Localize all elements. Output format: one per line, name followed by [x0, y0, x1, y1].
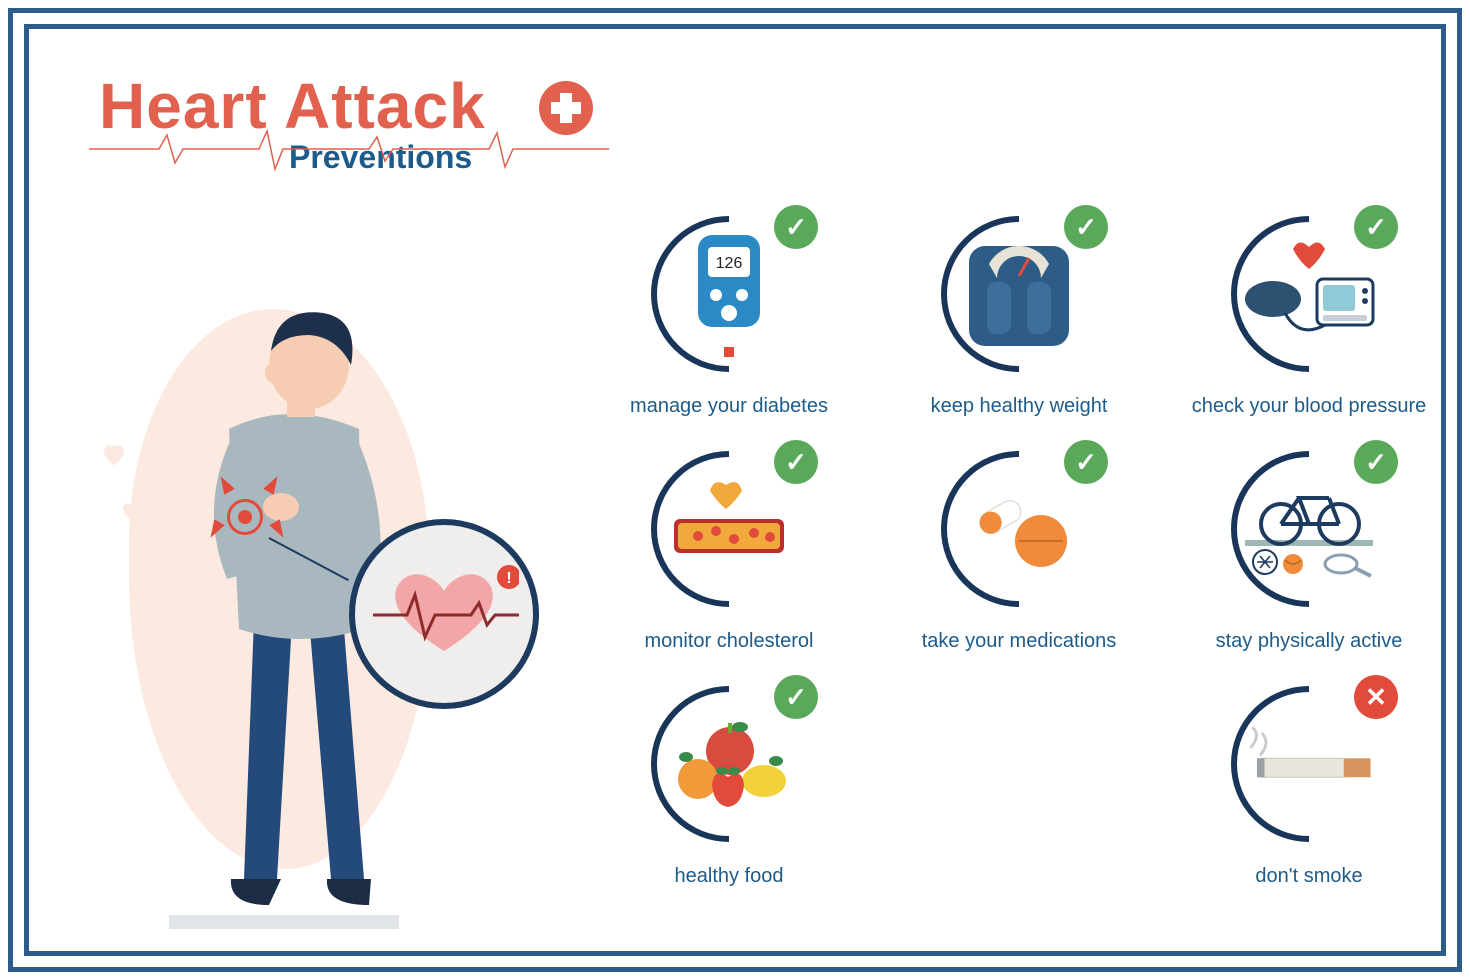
- smoke-icon: [1238, 693, 1380, 835]
- smoke-ring: ✕: [1224, 679, 1394, 849]
- chest-pain-icon: [227, 499, 263, 535]
- cholesterol-label: monitor cholesterol: [645, 630, 814, 653]
- meds-label: take your medications: [922, 630, 1117, 653]
- check-badge-icon: ✓: [774, 205, 818, 249]
- food-icon: [658, 693, 800, 835]
- prevention-active: ✓ stay physically active: [1179, 444, 1439, 653]
- prevention-grid: 126 ✓ manage your diabetes ✓ keep healthy …: [599, 209, 1439, 888]
- cross-badge-icon: ✕: [1354, 675, 1398, 719]
- weight-icon: [948, 223, 1090, 365]
- svg-text:!: !: [506, 570, 511, 587]
- food-ring: ✓: [644, 679, 814, 849]
- weight-label: keep healthy weight: [931, 395, 1108, 418]
- prevention-cholesterol: ✓ monitor cholesterol: [599, 444, 859, 653]
- page-title: Heart Attack: [99, 69, 699, 143]
- prevention-bp: ✓ check your blood pressure: [1179, 209, 1439, 418]
- diabetes-icon: 126: [658, 223, 800, 365]
- cholesterol-icon: [658, 458, 800, 600]
- active-ring: ✓: [1224, 444, 1394, 614]
- medical-cross-icon: [539, 81, 593, 135]
- meds-ring: ✓: [934, 444, 1104, 614]
- check-badge-icon: ✓: [1064, 205, 1108, 249]
- weight-ring: ✓: [934, 209, 1104, 379]
- active-icon: [1238, 458, 1380, 600]
- heart-deco-icon: [119, 499, 141, 521]
- check-badge-icon: ✓: [774, 440, 818, 484]
- prevention-diabetes: 126 ✓ manage your diabetes: [599, 209, 859, 418]
- bp-icon: [1238, 223, 1380, 365]
- heart-magnify: !: [349, 519, 539, 709]
- prevention-meds: ✓ take your medications: [889, 444, 1149, 653]
- check-badge-icon: ✓: [1354, 205, 1398, 249]
- cholesterol-ring: ✓: [644, 444, 814, 614]
- person-illustration: !: [109, 289, 569, 949]
- title-area: Heart Attack Preventions: [99, 69, 699, 176]
- meds-icon: [948, 458, 1090, 600]
- diabetes-label: manage your diabetes: [630, 395, 828, 418]
- check-badge-icon: ✓: [1064, 440, 1108, 484]
- diabetes-ring: 126 ✓: [644, 209, 814, 379]
- prevention-weight: ✓ keep healthy weight: [889, 209, 1149, 418]
- bp-label: check your blood pressure: [1192, 395, 1427, 418]
- active-label: stay physically active: [1216, 630, 1403, 653]
- svg-text:126: 126: [716, 255, 743, 272]
- prevention-smoke: ✕ don't smoke: [1179, 679, 1439, 888]
- bp-ring: ✓: [1224, 209, 1394, 379]
- food-label: healthy food: [675, 865, 784, 888]
- prevention-food: ✓ healthy food: [599, 679, 859, 888]
- heart-deco-icon: [99, 439, 129, 469]
- check-badge-icon: ✓: [1354, 440, 1398, 484]
- inner-frame: Heart Attack Preventions: [24, 24, 1446, 956]
- page-subtitle: Preventions: [289, 139, 699, 176]
- check-badge-icon: ✓: [774, 675, 818, 719]
- smoke-label: don't smoke: [1255, 865, 1362, 888]
- heart-ecg-icon: !: [369, 559, 519, 669]
